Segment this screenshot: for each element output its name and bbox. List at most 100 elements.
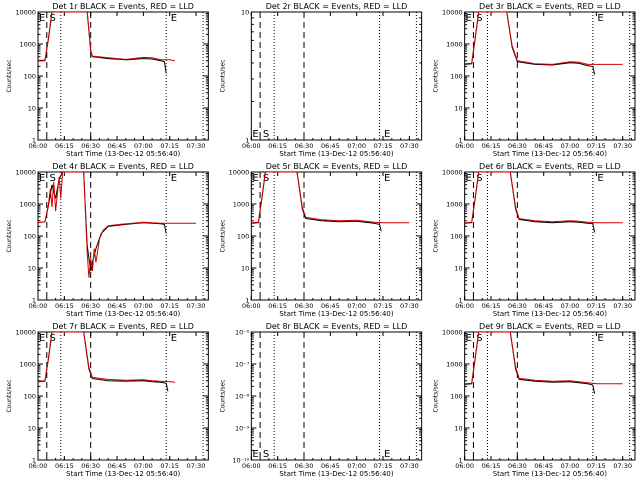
y-tick-label: 1 <box>32 137 36 145</box>
x-tick-label: 07:30 <box>400 462 419 470</box>
series-line-lld <box>251 172 410 224</box>
y-tick-label: 1000 <box>233 201 250 209</box>
y-tick-label: 10000 <box>15 9 36 17</box>
x-tick-label: 06:30 <box>508 462 527 470</box>
chart-panel: Det 6r BLACK = Events, RED = LLD 06:00 06:… <box>433 162 636 318</box>
y-tick-label: 1 <box>459 457 463 465</box>
y-tick-label: 1000 <box>19 201 36 209</box>
y-tick-label: 10⁻⁶ <box>235 329 250 337</box>
series-line-lld <box>38 12 176 62</box>
x-tick-label: 06:45 <box>108 462 127 470</box>
y-tick-label: 100 <box>24 233 36 241</box>
series-line-lld <box>464 332 623 385</box>
y-tick-label: 100 <box>237 233 249 241</box>
plot-frame <box>250 171 423 301</box>
y-tick-label: 10 <box>241 265 249 273</box>
chart-panel: Det 4r BLACK = Events, RED = LLD 06:00 06:… <box>6 162 209 318</box>
flag-label: E <box>466 173 472 184</box>
x-tick-label: 06:30 <box>81 142 100 150</box>
x-tick-label: 07:00 <box>561 302 580 310</box>
x-tick-label: 06:15 <box>55 462 74 470</box>
y-tick-label: 10⁻¹⁰ <box>232 457 249 465</box>
y-tick-label: 1000 <box>446 361 463 369</box>
plot-frame <box>464 331 636 461</box>
flag-label: E <box>384 449 390 460</box>
x-tick-label: 07:00 <box>561 462 580 470</box>
chart-title: Det 6r BLACK = Events, RED = LLD <box>479 162 621 171</box>
series-line-events <box>464 172 596 233</box>
x-tick-label: 07:15 <box>374 302 393 310</box>
x-tick-label: 07:15 <box>160 302 179 310</box>
x-tick-label: 07:00 <box>134 142 153 150</box>
y-tick-label: 10 <box>28 425 36 433</box>
x-tick-label: 06:45 <box>534 302 553 310</box>
y-axis-label: Counts/sec <box>219 379 226 412</box>
x-tick-label: 07:30 <box>400 142 419 150</box>
plot-frame <box>37 171 209 301</box>
flag-label: S <box>50 13 56 24</box>
x-tick-label: 07:30 <box>613 302 632 310</box>
y-tick-label: 1 <box>245 297 249 305</box>
x-tick-label: 06:45 <box>321 142 340 150</box>
x-tick-label: 06:30 <box>508 142 527 150</box>
flag-label: E <box>252 129 258 140</box>
y-tick-label: 10 <box>454 265 462 273</box>
flag-label: S <box>263 173 269 184</box>
x-tick-label: 06:30 <box>81 302 100 310</box>
x-axis-label: Start Time (13-Dec-12 05:56:40) <box>66 470 180 478</box>
x-tick-label: 07:30 <box>187 462 206 470</box>
flag-label: E <box>384 173 390 184</box>
x-axis-label: Start Time (13-Dec-12 05:56:40) <box>279 470 393 478</box>
x-axis-label: Start Time (13-Dec-12 05:56:40) <box>279 150 393 158</box>
x-tick-label: 06:30 <box>295 302 314 310</box>
chart-panel: Det 2r BLACK = Events, RED = LLD 06:00 06:… <box>219 2 423 158</box>
chart-title: Det 9r BLACK = Events, RED = LLD <box>479 322 621 331</box>
x-tick-label: 07:00 <box>347 462 366 470</box>
y-tick-label: 10⁻⁸ <box>235 393 250 401</box>
y-tick-label: 10 <box>454 105 462 113</box>
flag-label: S <box>476 333 482 344</box>
x-tick-label: 06:30 <box>295 142 314 150</box>
y-axis-label: Counts/sec <box>6 379 13 412</box>
x-tick-label: 07:00 <box>134 462 153 470</box>
flag-label: E <box>39 13 45 24</box>
chart-panel: Det 7r BLACK = Events, RED = LLD 06:00 06:… <box>6 322 209 478</box>
flag-label: E <box>597 333 603 344</box>
chart-title: Det 7r BLACK = Events, RED = LLD <box>52 322 194 331</box>
flag-label: E <box>597 173 603 184</box>
x-axis-label: Start Time (13-Dec-12 05:56:40) <box>493 470 607 478</box>
y-tick-label: 100 <box>450 73 462 81</box>
y-axis-label: Counts/sec <box>219 59 226 92</box>
y-axis-label: Counts/sec <box>219 219 226 252</box>
x-tick-label: 06:15 <box>268 142 287 150</box>
flag-label: S <box>50 173 56 184</box>
y-tick-label: 1 <box>459 137 463 145</box>
y-tick-label: 10 <box>28 265 36 273</box>
x-tick-label: 06:45 <box>321 302 340 310</box>
y-axis-label: Counts/sec <box>433 59 440 92</box>
flag-label: E <box>39 333 45 344</box>
chart-title: Det 4r BLACK = Events, RED = LLD <box>52 162 194 171</box>
x-tick-label: 06:15 <box>482 462 501 470</box>
series-line-events <box>251 172 382 232</box>
x-tick-label: 06:15 <box>482 142 501 150</box>
y-tick-label: 1 <box>32 297 36 305</box>
x-tick-label: 07:15 <box>587 142 606 150</box>
x-tick-label: 07:30 <box>187 302 206 310</box>
x-tick-label: 07:00 <box>347 142 366 150</box>
y-axis-label: Counts/sec <box>433 379 440 412</box>
chart-title: Det 2r BLACK = Events, RED = LLD <box>266 2 408 11</box>
x-tick-label: 06:15 <box>482 302 501 310</box>
flag-label: E <box>171 173 177 184</box>
flag-label: E <box>252 449 258 460</box>
series-line-lld <box>38 172 196 278</box>
x-tick-label: 07:30 <box>187 142 206 150</box>
y-tick-label: 10 <box>454 425 462 433</box>
series-line-lld <box>464 172 623 224</box>
x-tick-label: 06:45 <box>321 462 340 470</box>
series-line-events <box>38 12 167 74</box>
plot-frame <box>250 11 423 141</box>
x-tick-label: 06:00 <box>29 302 48 310</box>
x-tick-label: 06:15 <box>55 142 74 150</box>
